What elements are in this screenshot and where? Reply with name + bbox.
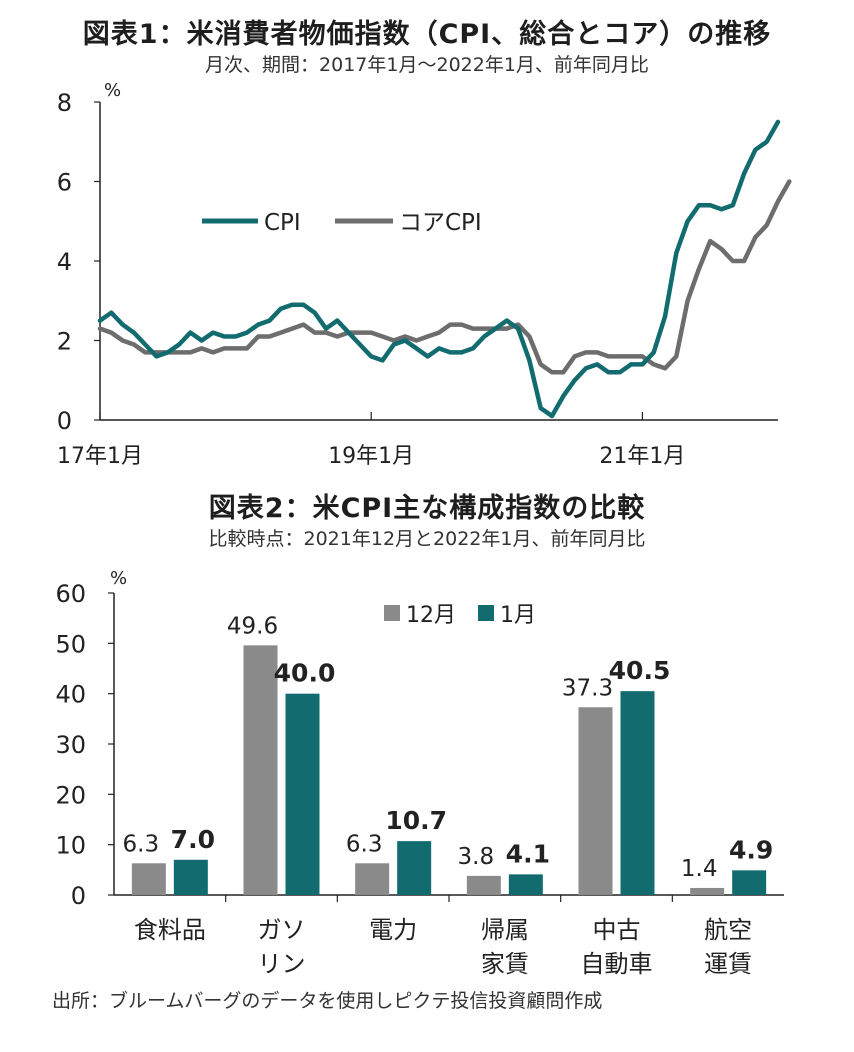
legend-swatch-january — [478, 605, 494, 621]
data-label-january: 40.0 — [274, 659, 336, 688]
category-label: リン — [258, 950, 306, 978]
data-label-january: 40.5 — [609, 656, 671, 685]
category-label: 電力 — [369, 916, 417, 944]
bar-december — [578, 707, 613, 895]
data-label-december: 3.8 — [458, 844, 495, 870]
y-tick-label: 60 — [55, 580, 86, 608]
data-label-january: 10.7 — [385, 806, 447, 835]
data-label-january: 7.0 — [171, 825, 215, 854]
category-label: 食料品 — [134, 916, 206, 944]
data-label-december: 1.4 — [681, 856, 718, 882]
chart1-subtitle: 月次、期間：2017年1月～2022年1月、前年同月比 — [205, 54, 649, 76]
y-tick-label: 4 — [57, 248, 72, 276]
y-tick-label: 40 — [55, 681, 86, 709]
y-tick-label: 50 — [55, 630, 86, 658]
bar-january — [397, 841, 432, 895]
y-tick-label: 2 — [57, 328, 72, 356]
legend-label-core-cpi: コアCPI — [399, 210, 482, 236]
data-label-january: 4.9 — [729, 835, 773, 864]
x-tick-label: 21年1月 — [599, 444, 685, 469]
data-label-january: 4.1 — [506, 839, 550, 868]
cpi-line-chart: 0 2 4 6 8 % 17年1月 19年1月 21年1月 CPI コアCPI — [57, 80, 792, 469]
bar-december — [243, 645, 278, 895]
x-tick-label: 19年1月 — [328, 444, 414, 469]
data-label-december: 6.3 — [123, 831, 160, 857]
bar-january — [285, 693, 320, 895]
series-line-cpi — [97, 119, 781, 419]
chart2-subtitle: 比較時点：2021年12月と2022年1月、前年同月比 — [208, 528, 646, 550]
category-label: ガソ — [258, 916, 306, 944]
data-label-december: 6.3 — [346, 831, 383, 857]
category-label: 中古 — [593, 916, 641, 944]
chart1-title: 図表1：米消費者物価指数（CPI、総合とコア）の推移 — [82, 19, 772, 50]
bar-december — [466, 875, 501, 895]
y-tick-label: 0 — [57, 407, 72, 435]
chart2-title: 図表2：米CPI主な構成指数の比較 — [208, 493, 646, 524]
category-label: 運賃 — [704, 950, 752, 978]
bar-december — [690, 887, 725, 895]
category-label: 帰属 — [481, 916, 529, 944]
source-note: 出所：ブルームバーグのデータを使用しピクテ投信投資顧問作成 — [52, 990, 603, 1012]
legend-swatch-december — [384, 605, 400, 621]
y-tick-label: 30 — [55, 731, 86, 759]
bar-january — [620, 691, 655, 895]
y-tick-label: 10 — [55, 832, 86, 860]
legend-label-cpi: CPI — [264, 210, 301, 236]
y-unit-label: % — [104, 80, 121, 101]
y-tick-label: 0 — [71, 882, 86, 910]
y-tick-label: 6 — [57, 169, 72, 197]
data-label-december: 49.6 — [227, 613, 278, 639]
y-tick-label: 20 — [55, 781, 86, 809]
bar-december — [131, 863, 166, 895]
bar-december — [355, 863, 390, 895]
legend-label-december: 12月 — [406, 603, 456, 628]
y-unit-label: % — [110, 568, 127, 589]
series-line-core-cpi — [97, 179, 792, 375]
bar-january — [732, 870, 767, 895]
category-label: 自動車 — [581, 950, 653, 978]
y-tick-label: 8 — [57, 89, 72, 117]
data-label-december: 37.3 — [562, 675, 613, 701]
bar-january — [508, 874, 543, 895]
bar-january — [173, 859, 208, 895]
category-label: 家賃 — [481, 950, 529, 978]
category-label: 航空 — [704, 916, 752, 944]
x-tick-label: 17年1月 — [57, 444, 143, 469]
legend-label-january: 1月 — [500, 603, 536, 628]
